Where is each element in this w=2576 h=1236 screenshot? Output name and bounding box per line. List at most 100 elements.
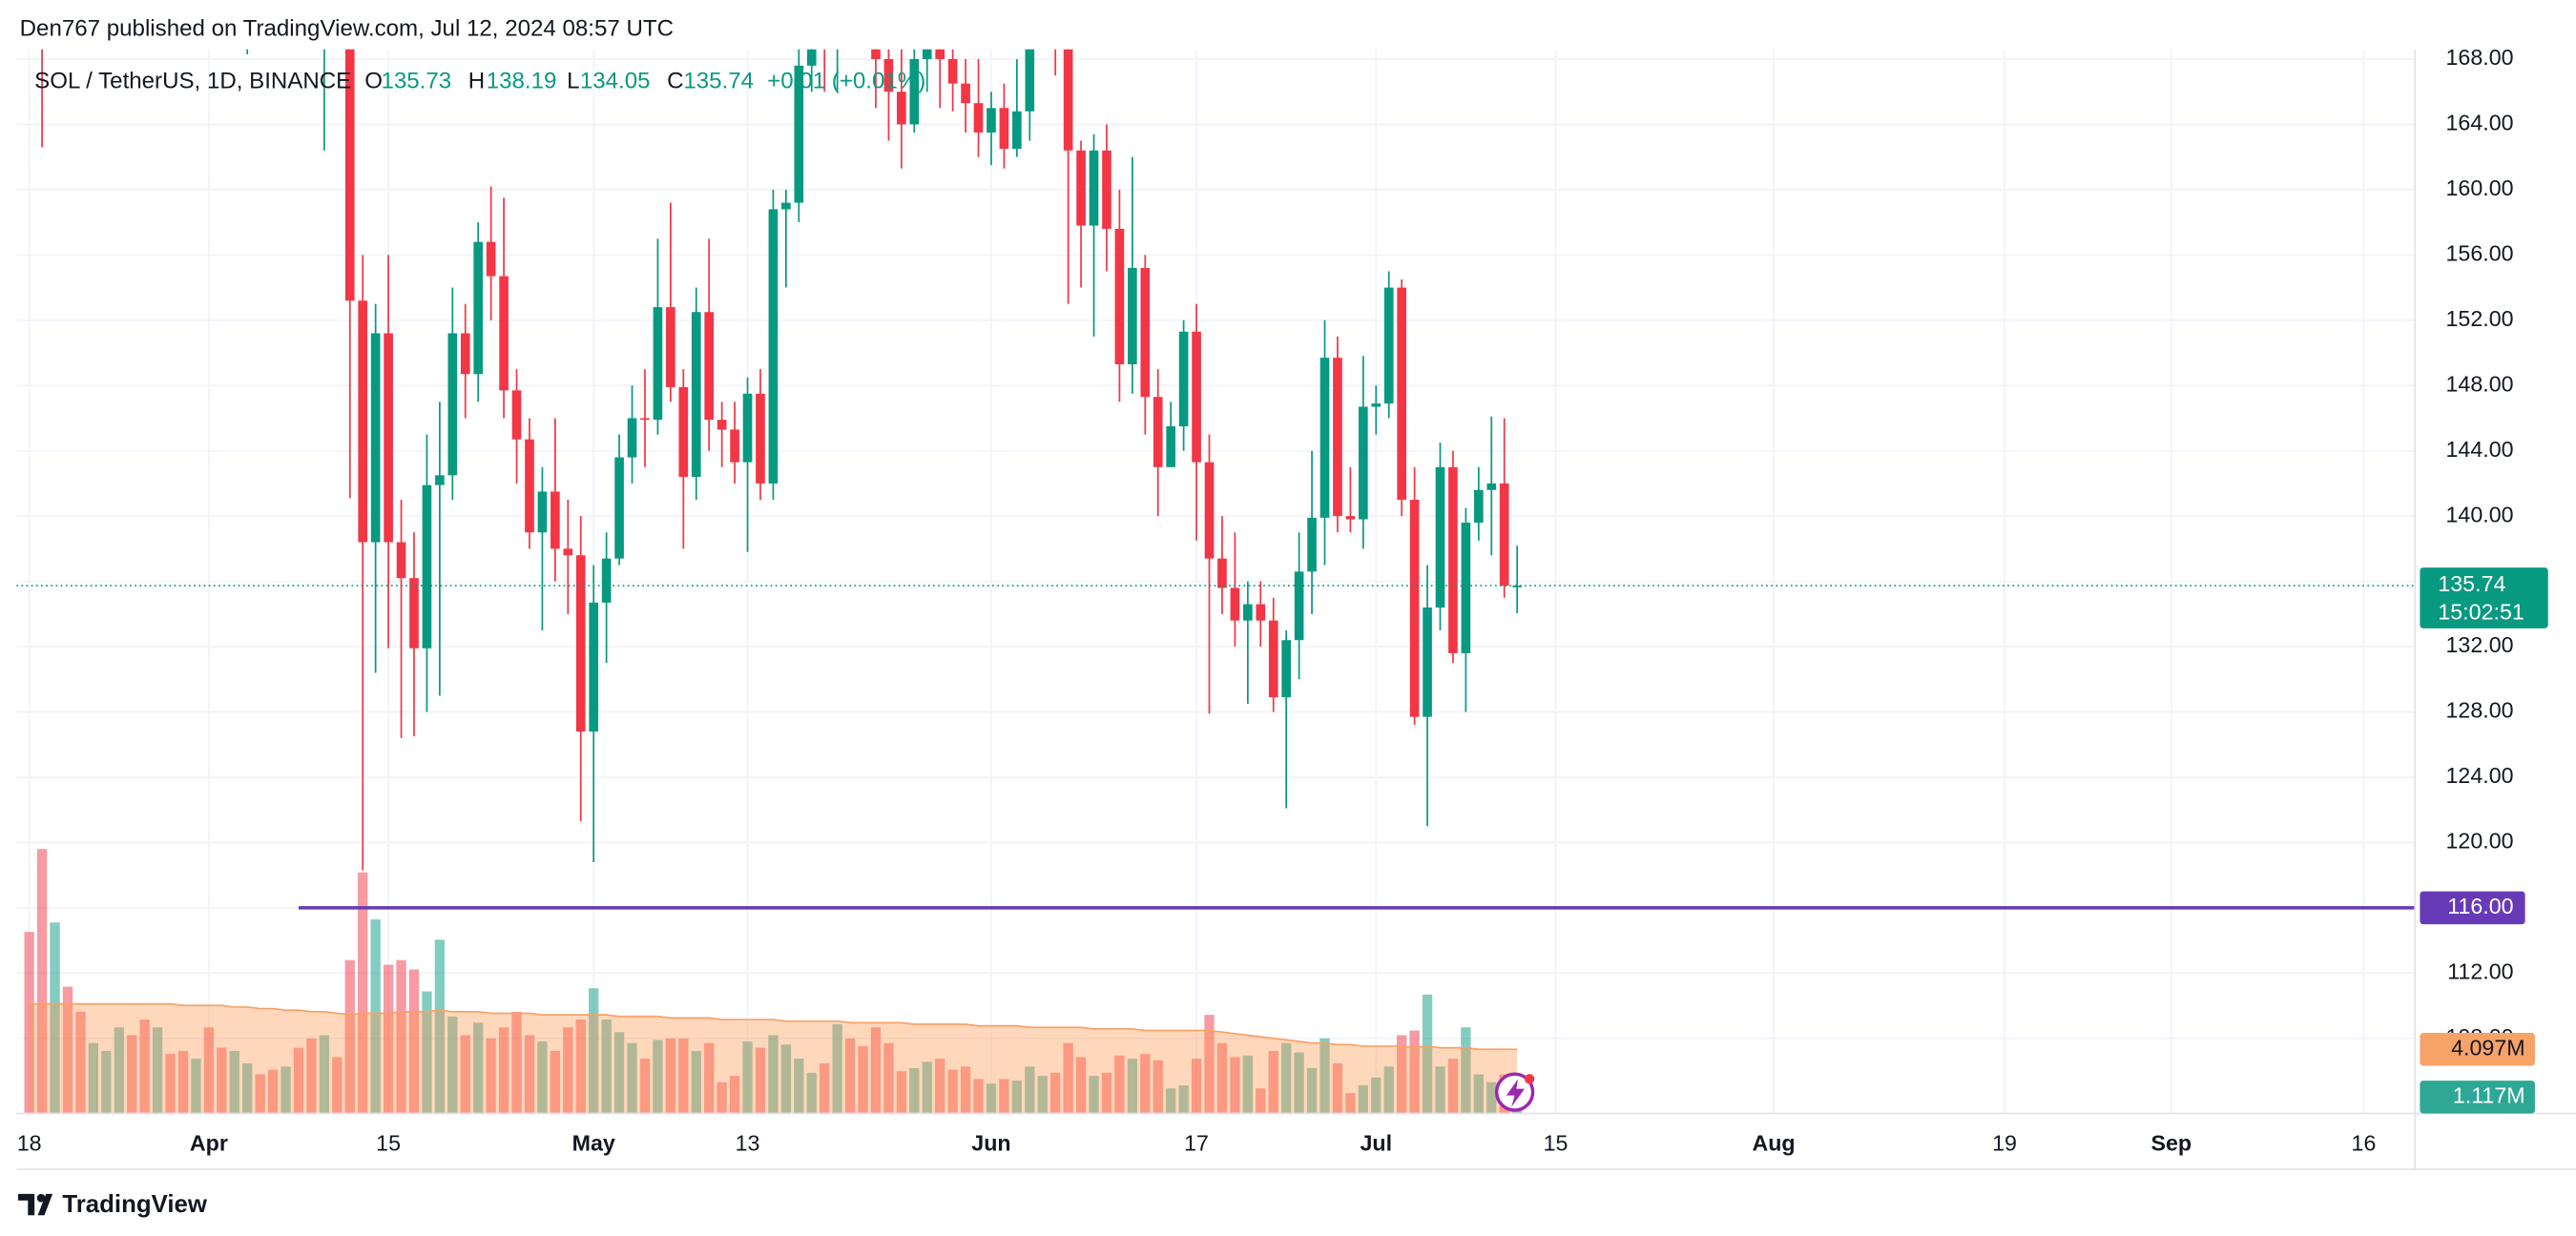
volume-ma-label: 4.097M <box>2451 1035 2525 1060</box>
volume-bar <box>486 1038 496 1114</box>
volume-bar <box>973 1079 984 1114</box>
last-price-box <box>2420 567 2548 628</box>
candle-body <box>1166 426 1176 467</box>
candle-body <box>447 333 458 476</box>
candle-body <box>1307 517 1317 572</box>
volume-last-label: 1.117M <box>2453 1082 2525 1107</box>
x-tick-label: Aug <box>1752 1130 1795 1155</box>
volume-bar <box>883 1042 894 1114</box>
candle-body <box>589 602 599 732</box>
volume-bar <box>575 1020 586 1114</box>
volume-bar <box>152 1027 163 1114</box>
ohlc-value: 135.74 <box>683 68 754 93</box>
volume-bar <box>1101 1072 1112 1114</box>
volume-bar <box>396 959 406 1114</box>
x-tick-label: 13 <box>736 1130 760 1155</box>
candle-body <box>640 418 650 421</box>
volume-bar <box>1204 1015 1215 1114</box>
published-note: Den767 published on TradingView.com, Jul… <box>20 15 674 41</box>
volume-bar <box>101 1050 112 1114</box>
volume-bar <box>935 1059 945 1114</box>
volume-bar <box>1486 1082 1497 1114</box>
candle-body <box>1359 406 1368 520</box>
volume-bar <box>1037 1076 1048 1114</box>
volume-bar <box>755 1047 766 1114</box>
volume-bar <box>229 1050 239 1114</box>
volume-bar <box>589 988 599 1114</box>
candle-body <box>871 49 881 59</box>
x-tick-label: 18 <box>17 1130 42 1155</box>
axes: 108.00112.00116.00120.00124.00128.00132.… <box>17 45 2548 1155</box>
candle-body <box>756 393 765 484</box>
volume-bar <box>806 1072 817 1114</box>
volume-bar <box>1371 1077 1381 1114</box>
volume-bar <box>1230 1057 1240 1114</box>
volume-bar <box>62 986 73 1114</box>
candle-body <box>1256 604 1266 621</box>
volume-bar <box>319 1035 330 1114</box>
candle-body <box>678 386 689 478</box>
candle-body <box>1371 403 1381 407</box>
volume-bar <box>1025 1066 1035 1114</box>
alert-icon-dot <box>1524 1074 1535 1084</box>
candle-body <box>422 484 432 649</box>
candle-body <box>499 276 509 391</box>
candle-body <box>947 58 958 84</box>
volume-bar <box>704 1042 715 1114</box>
x-tick-label: 15 <box>376 1130 401 1155</box>
x-tick-label: May <box>572 1130 615 1155</box>
volume-bar <box>511 1011 522 1114</box>
candle-body <box>781 202 791 210</box>
volume-bar <box>447 1016 458 1114</box>
level-label: 116.00 <box>2447 894 2513 918</box>
candle-body <box>1345 516 1356 520</box>
volume-bar <box>742 1041 753 1114</box>
volume-bar <box>1358 1084 1369 1114</box>
y-tick-label: 120.00 <box>2445 829 2513 854</box>
volume-bar <box>601 1020 612 1114</box>
candle-body <box>1435 466 1445 608</box>
volume-bar <box>1319 1038 1330 1114</box>
candle-body <box>1076 150 1086 226</box>
volume-bar <box>1216 1042 1228 1114</box>
candle-body <box>358 300 368 543</box>
symbol-title: SOL / TetherUS, 1D, BINANCE <box>34 68 351 93</box>
volume-bar <box>293 1047 304 1114</box>
ohlc-value: 135.73 <box>381 68 451 93</box>
volume-bar <box>36 849 48 1114</box>
volume-bar <box>909 1067 920 1114</box>
candle-body <box>370 333 381 543</box>
alert-icon[interactable] <box>1494 1072 1535 1112</box>
volume-bar <box>165 1054 176 1114</box>
candle-body <box>1474 489 1484 523</box>
y-tick-label: 164.00 <box>2445 111 2513 135</box>
x-tick-label: Apr <box>190 1130 228 1155</box>
candle-body <box>883 58 894 93</box>
volume-bar <box>24 932 34 1114</box>
candle-body <box>460 333 470 375</box>
volume-bar <box>729 1076 740 1114</box>
candle-body <box>1409 500 1420 717</box>
y-tick-label: 152.00 <box>2445 306 2513 331</box>
ohlc-value: 138.19 <box>487 68 557 93</box>
y-tick-label: 124.00 <box>2445 763 2513 788</box>
volume-last-box <box>2420 1081 2535 1114</box>
volume-bar <box>217 1047 227 1114</box>
volume-bar <box>717 1082 727 1114</box>
candle-body <box>1448 466 1458 653</box>
y-tick-label: 112.00 <box>2447 958 2513 983</box>
volume-bar <box>306 1038 317 1114</box>
x-tick-label: 15 <box>1544 1130 1568 1155</box>
volume-bar <box>844 1038 856 1114</box>
volume-bar <box>1011 1081 1023 1114</box>
volume-bar <box>460 1035 470 1114</box>
candle-body <box>537 491 548 533</box>
volume-bar <box>344 959 355 1114</box>
volume-bar <box>498 1027 509 1114</box>
y-tick-label: 148.00 <box>2445 371 2513 396</box>
candle-body <box>987 108 996 133</box>
volume-bar <box>768 1035 779 1114</box>
volume-bar <box>999 1079 1009 1114</box>
candle-body <box>1243 604 1253 621</box>
